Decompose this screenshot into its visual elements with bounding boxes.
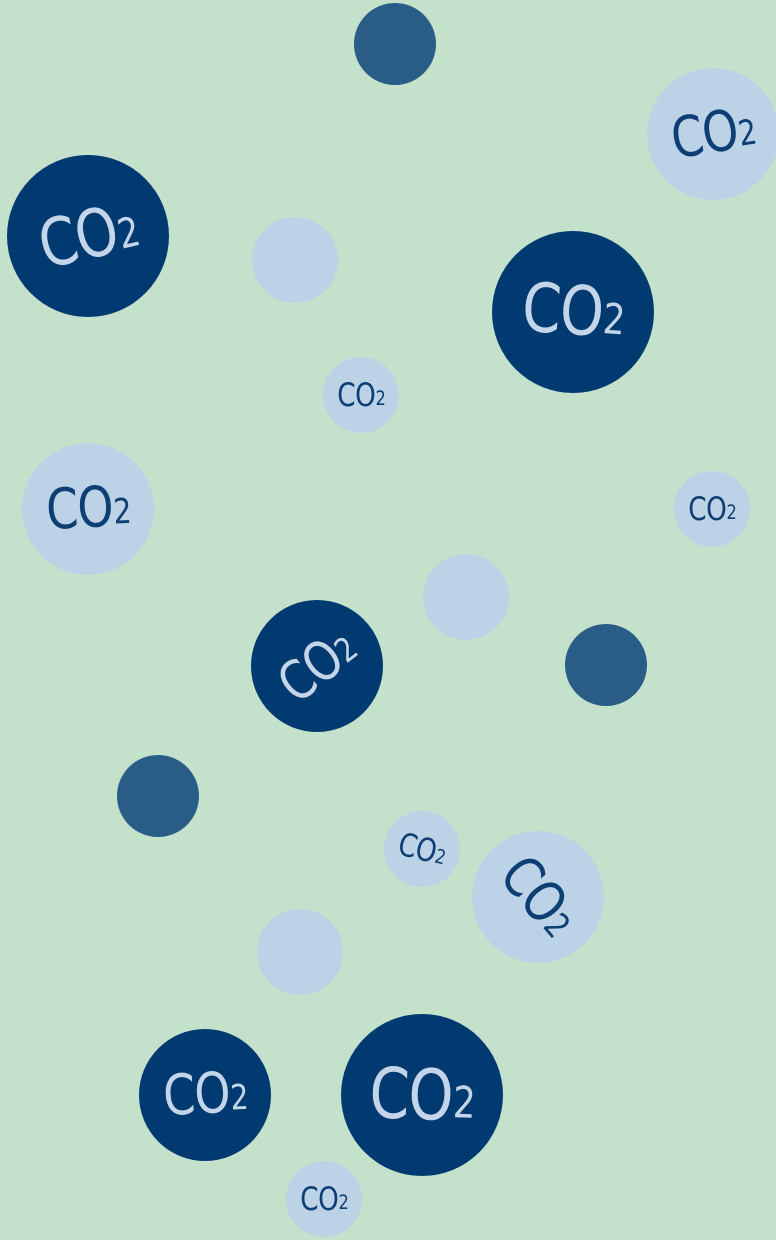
co2-molecule-light: CO2 — [384, 811, 460, 887]
co2-molecule-light: CO2 — [323, 357, 399, 433]
co2-formula: CO — [30, 191, 125, 285]
co2-subscript: 2 — [726, 500, 737, 524]
co2-subscript: 2 — [229, 1077, 249, 1119]
co2-subscript: 2 — [112, 491, 132, 533]
co2-formula: CO — [44, 474, 114, 544]
co2-formula: CO — [299, 1180, 338, 1218]
co2-subscript: 2 — [451, 1078, 476, 1130]
co2-subscript: 2 — [338, 1190, 349, 1214]
co2-subscript: 2 — [375, 386, 386, 410]
co2-formula: CO — [666, 97, 743, 173]
plain-light-dot — [423, 554, 509, 640]
co2-molecule-light: CO2 — [472, 831, 604, 963]
plain-dark-dot — [117, 755, 199, 837]
co2-molecule-dark: CO2 — [139, 1029, 271, 1161]
co2-molecule-dark: CO2 — [7, 155, 169, 317]
co2-molecule-light: CO2 — [286, 1161, 362, 1237]
co2-formula: CO — [687, 490, 726, 528]
co2-subscript: 2 — [601, 294, 626, 345]
plain-dark-dot — [354, 3, 436, 85]
plain-dark-dot — [565, 624, 647, 706]
co2-molecule-dark: CO2 — [492, 231, 654, 393]
co2-molecule-dark: CO2 — [251, 600, 383, 732]
co2-formula: CO — [161, 1060, 231, 1130]
co2-molecule-light: CO2 — [647, 68, 776, 200]
co2-formula: CO — [368, 1052, 454, 1138]
co2-formula: CO — [336, 376, 375, 414]
plain-light-dot — [252, 217, 338, 303]
co2-molecule-light: CO2 — [674, 471, 750, 547]
co2-molecule-dark: CO2 — [341, 1014, 503, 1176]
co2-molecule-light: CO2 — [22, 443, 154, 575]
plain-light-dot — [257, 909, 343, 995]
co2-formula: CO — [519, 268, 606, 353]
